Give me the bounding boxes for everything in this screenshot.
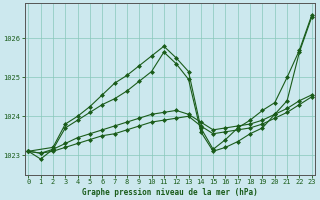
X-axis label: Graphe pression niveau de la mer (hPa): Graphe pression niveau de la mer (hPa) (82, 188, 258, 197)
